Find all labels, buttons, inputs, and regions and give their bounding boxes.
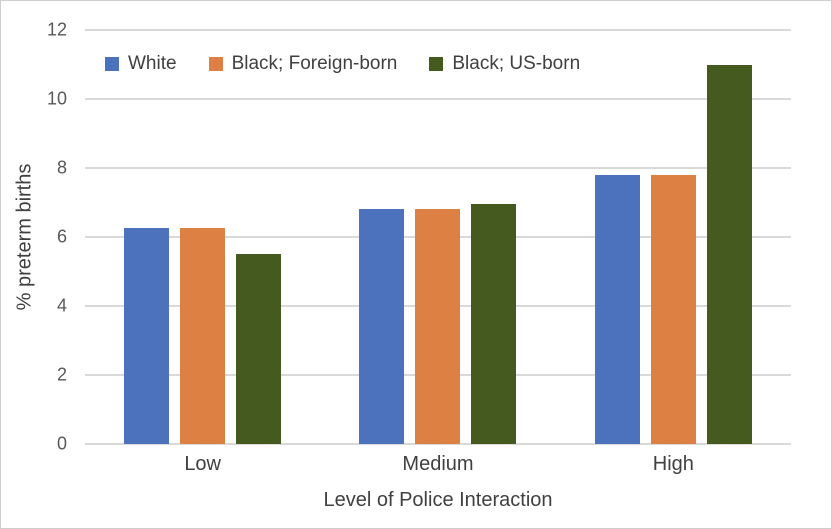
bar-black-foreign-born-low [180,228,226,444]
y-tick-label: 4 [56,295,67,316]
legend-label-black-foreign-born: Black; Foreign-born [231,53,398,74]
bar-black-us-born-medium [471,204,517,444]
bar-white-low [124,228,170,444]
legend-item-white: White [105,53,177,75]
bar-white-medium [359,209,405,444]
x-label-low: Low [184,453,222,475]
x-axis-tick-labels: Low Medium High [85,453,791,476]
bar-black-foreign-born-high [650,174,696,444]
bar-black-us-born-low [236,254,282,444]
y-tick-label: 10 [46,88,67,109]
gridline [85,98,791,100]
legend-swatch-black-us-born [429,57,444,71]
bar-black-foreign-born-medium [415,209,461,444]
legend-label-white: White [128,53,177,74]
bar-black-us-born-high [706,64,752,444]
legend-label-black-us-born: Black; US-born [452,53,581,74]
y-tick-label: 6 [56,226,67,247]
y-tick-label: 2 [56,364,67,385]
legend-swatch-white [105,57,119,71]
gridline [85,443,791,445]
gridline [85,167,791,170]
y-tick-label: 8 [56,157,67,178]
x-label-medium: Medium [402,453,474,475]
bar-group-medium [320,30,555,444]
gridline [85,29,791,31]
legend: White Black; Foreign-born Black; US-born [105,53,580,75]
x-axis-title: Level of Police Interaction [323,489,553,511]
y-axis-tick-labels: 0 2 4 6 8 10 12 [1,20,77,454]
y-tick-label: 12 [46,19,67,40]
legend-item-black-us-born: Black; US-born [429,53,580,75]
legend-item-black-foreign-born: Black; Foreign-born [208,53,398,75]
bar-white-high [594,174,640,444]
legend-swatch-black-foreign-born [208,57,223,71]
bar-group-low [85,30,320,444]
x-label-high: High [652,453,694,475]
plot-area [85,29,791,445]
y-tick-label: 0 [56,433,67,454]
bar-groups [85,30,791,444]
bar-group-high [556,30,791,444]
